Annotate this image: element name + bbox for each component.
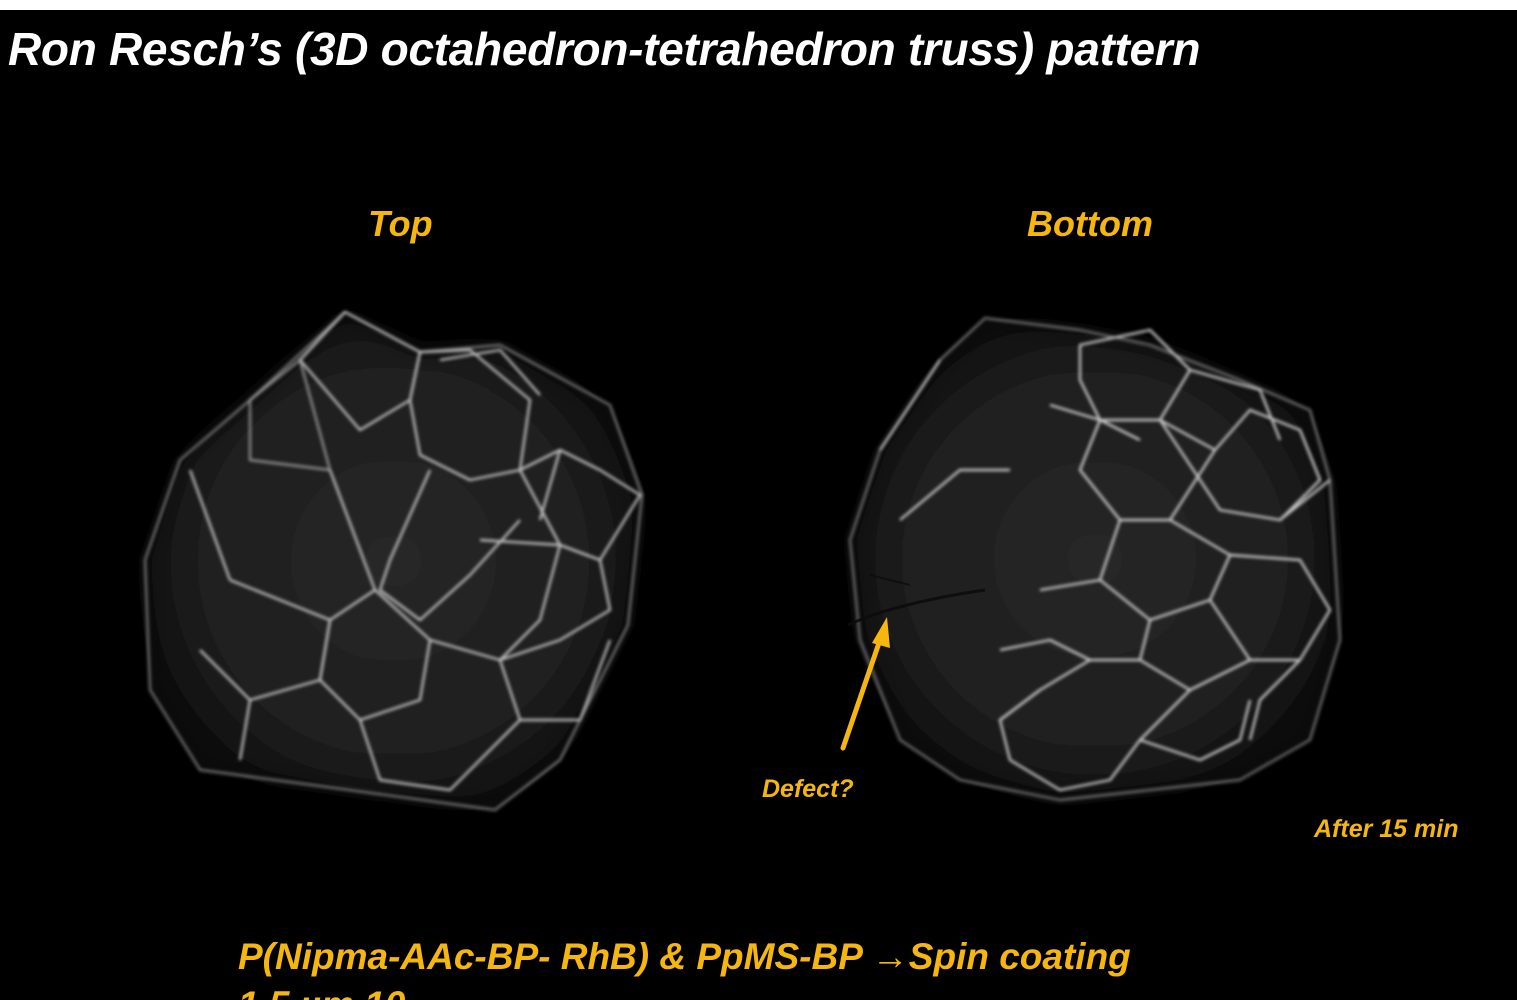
page-title: Ron Resch’s (3D octahedron-tetrahedron t…: [8, 23, 1201, 75]
process-caption: P(Nipma-AAc-BP- RhB) & PpMS-BP →Spin coa…: [238, 936, 1131, 977]
top-view-sample: [143, 310, 644, 812]
caption-line2-text: 1.5 µm 10: [238, 988, 405, 1000]
bottom-view-label: Bottom: [1027, 203, 1153, 244]
top-view-label: Top: [368, 203, 433, 244]
top-border: [0, 0, 1517, 10]
elapsed-time-label: After 15 min: [1314, 815, 1459, 843]
defect-label: Defect?: [762, 775, 854, 803]
defect-arrow-icon: [840, 617, 890, 751]
process-caption-second-line: 1.5 µm 10: [238, 988, 405, 1000]
bottom-view-sample: [847, 316, 1342, 802]
